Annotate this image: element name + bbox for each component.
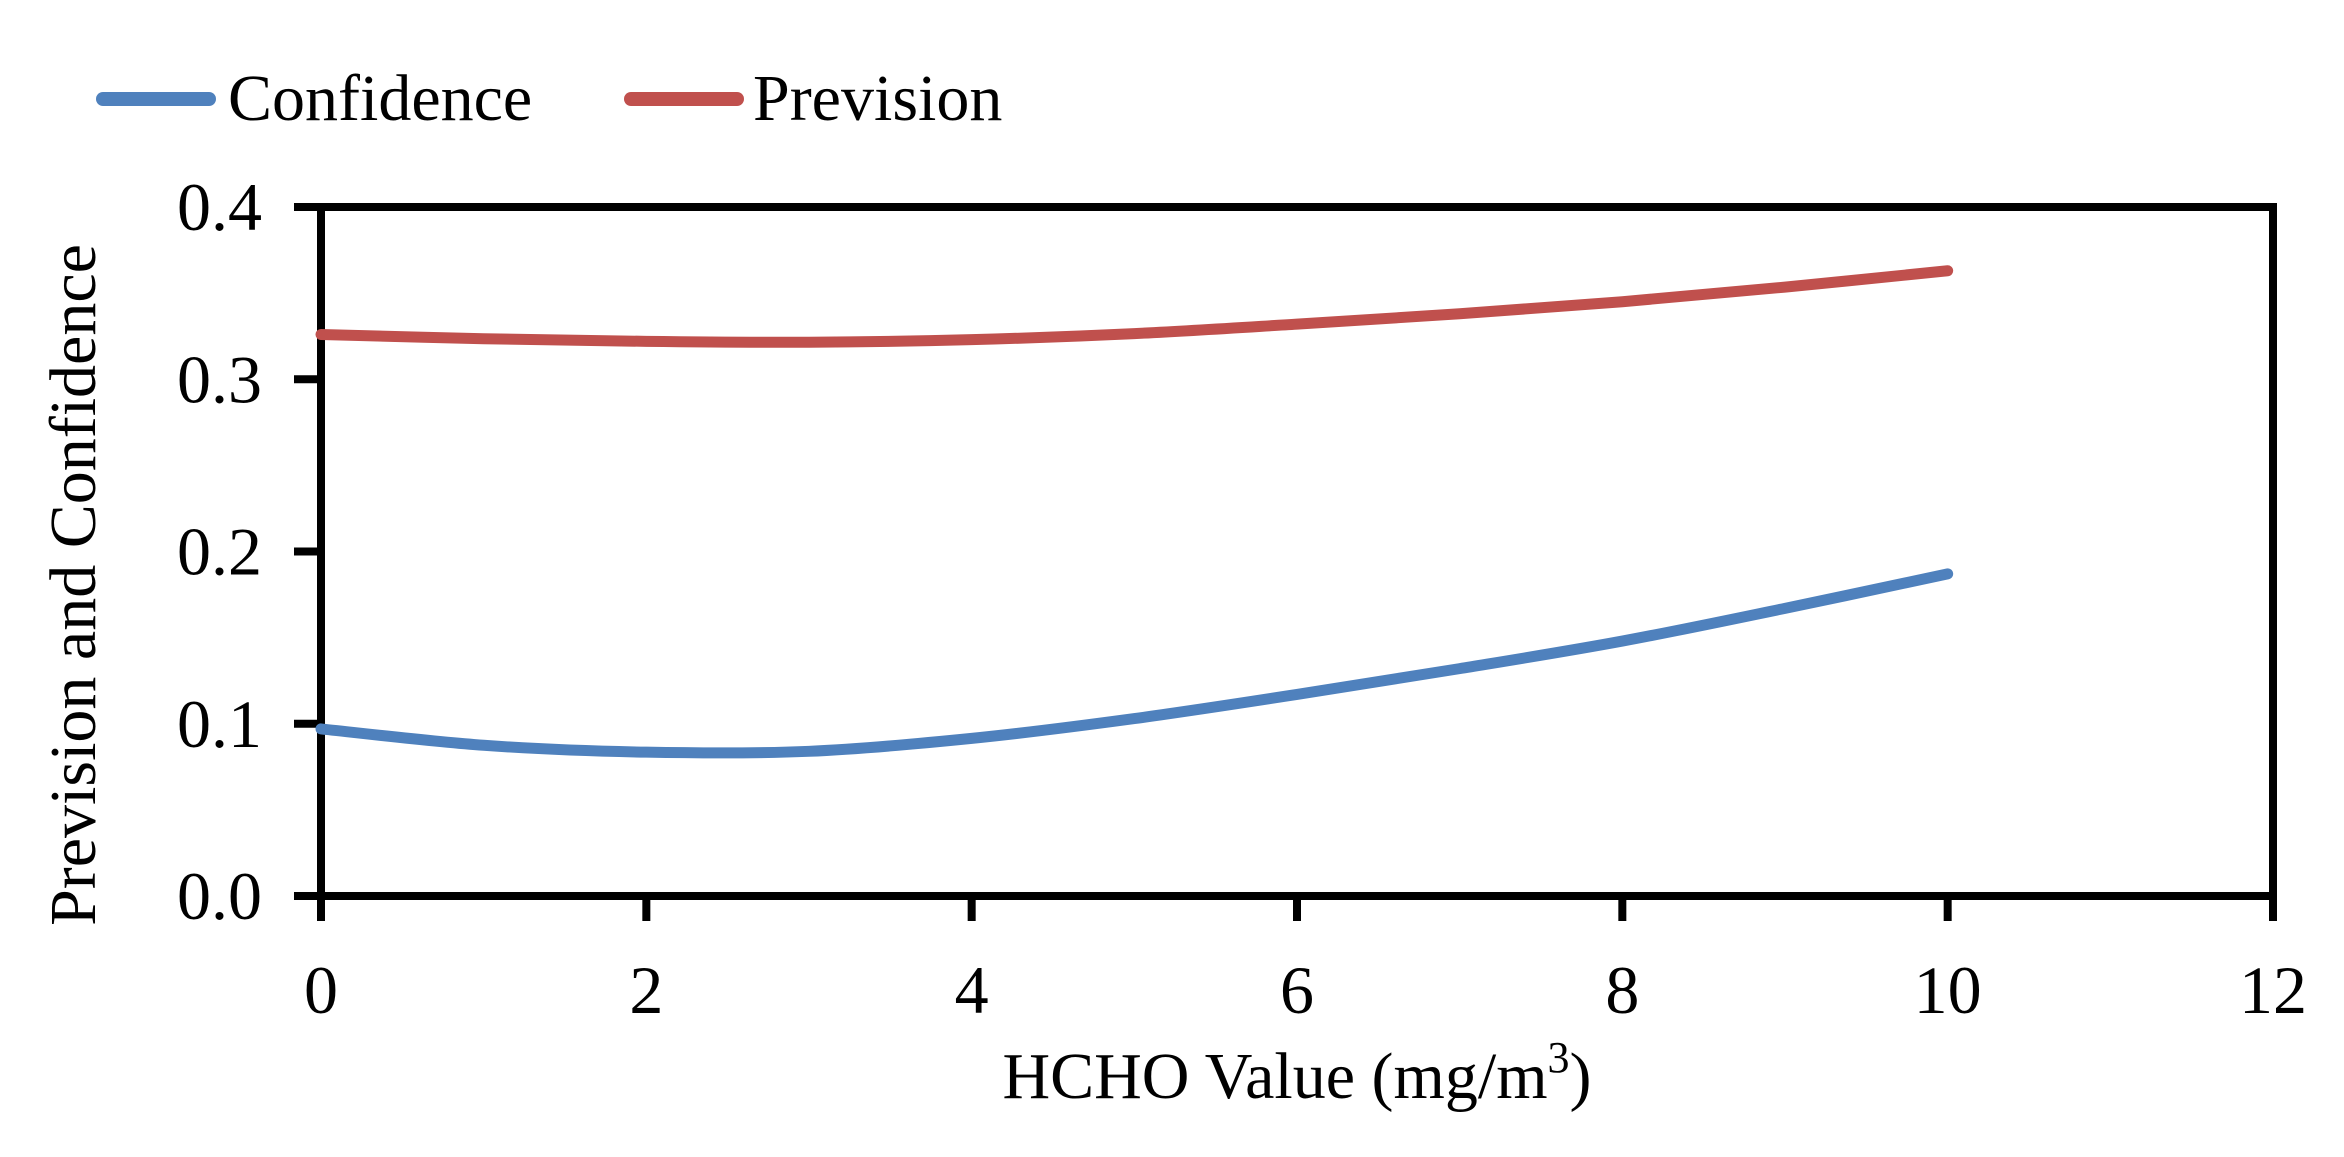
y-tick-label: 0.0: [177, 858, 262, 934]
legend-label-confidence: Confidence: [228, 62, 532, 135]
series-line-prevision: [315, 265, 1954, 348]
legend-label-prevision: Prevision: [753, 62, 1002, 135]
legend: Confidence Prevision: [96, 62, 1002, 135]
plot-border: [317, 203, 2277, 900]
x-tick-label: 12: [2239, 952, 2307, 1028]
y-tick-label: 0.4: [177, 169, 262, 245]
x-tick-label: 10: [1914, 952, 1982, 1028]
y-axis-title: Prevision and Confidence: [37, 244, 110, 926]
x-axis-title-text: HCHO Value (mg/m: [1002, 1040, 1547, 1113]
x-tick-label: 8: [1605, 952, 1639, 1028]
y-tick-label: 0.2: [177, 514, 262, 590]
x-tick-label: 6: [1280, 952, 1314, 1028]
x-tick-label: 0: [304, 952, 338, 1028]
y-tick-label: 0.1: [177, 686, 262, 762]
series-line-confidence: [315, 568, 1954, 759]
x-axis-title-superscript: 3: [1548, 1033, 1570, 1082]
x-tick-label: 4: [955, 952, 989, 1028]
y-tick-label: 0.3: [177, 341, 262, 417]
plot-area: 0.0 0.1 0.2 0.3 0.4 0 2 4 6 8 10 12: [177, 169, 2307, 1028]
x-axis-title-close-paren: ): [1570, 1040, 1592, 1113]
x-axis-title: HCHO Value (mg/m3): [1002, 1033, 1591, 1113]
x-tick-label: 2: [629, 952, 663, 1028]
